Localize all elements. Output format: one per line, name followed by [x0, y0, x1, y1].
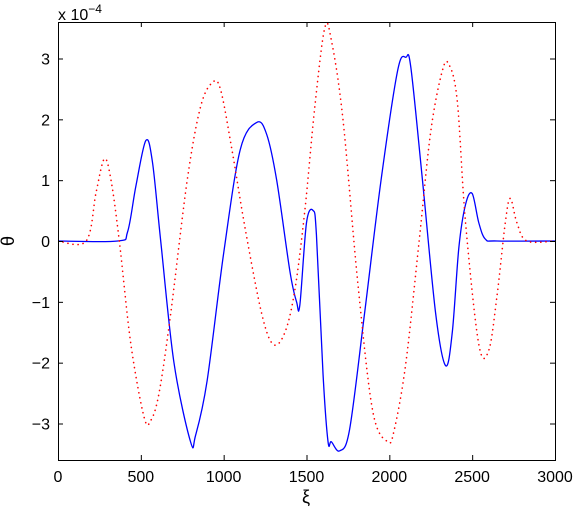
- x-axis-label: ξ: [302, 487, 310, 507]
- x-tick-label: 1500: [289, 469, 325, 486]
- y-tick-label: −3: [32, 417, 50, 434]
- x-tick-label: 1000: [206, 469, 242, 486]
- series-line-solid: [58, 53, 555, 452]
- y-tick-label: −1: [32, 295, 50, 312]
- x-tick-label: 3000: [537, 469, 573, 486]
- plot-frame: [58, 22, 556, 461]
- y-tick-label: 0: [41, 234, 50, 251]
- y-exponent-power: −4: [88, 2, 102, 16]
- x-tick-label: 0: [54, 469, 63, 486]
- y-axis-label: θ: [0, 236, 18, 246]
- y-exponent-label: x 10−4: [58, 2, 102, 24]
- y-tick-label: 3: [41, 52, 50, 69]
- x-tick-label: 2500: [454, 469, 490, 486]
- x-tick-label: 2000: [372, 469, 408, 486]
- x-tick-label: 500: [127, 469, 154, 486]
- y-tick-label: 2: [41, 112, 50, 129]
- y-tick-label: −2: [32, 356, 50, 373]
- series-line-dotted: [58, 22, 555, 444]
- y-tick-label: 1: [41, 173, 50, 190]
